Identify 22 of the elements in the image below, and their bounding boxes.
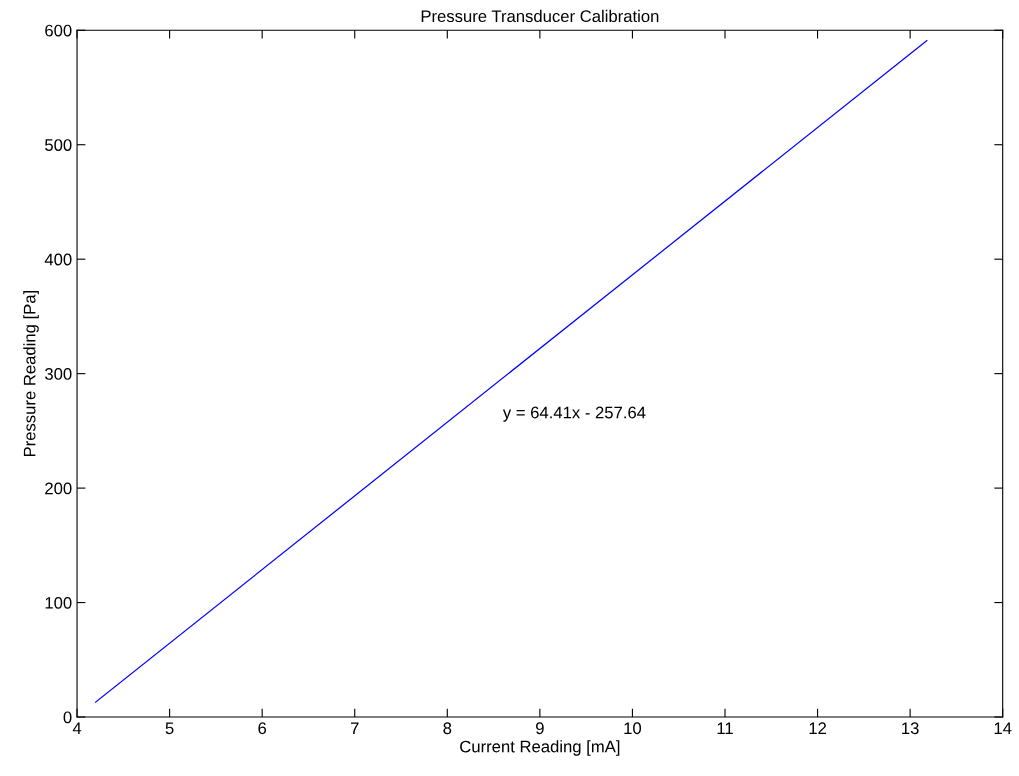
y-axis-title: Pressure Reading [Pa] xyxy=(23,290,39,457)
y-tick-label: 300 xyxy=(45,368,72,380)
y-tick-label: 0 xyxy=(63,711,72,724)
x-axis-title: Current Reading [mA] xyxy=(460,740,620,756)
annotation: y = 64.41x - 257.64 xyxy=(502,406,646,422)
x-tick-label: 9 xyxy=(536,722,544,735)
y-tick-label: 400 xyxy=(44,253,72,266)
y-tick-label: 100 xyxy=(45,596,72,609)
chart-title: Pressure Transducer Calibration xyxy=(421,9,659,23)
x-tick-label: 10 xyxy=(624,722,642,735)
x-tick-label: 6 xyxy=(258,722,267,735)
x-tick-label: 12 xyxy=(809,722,826,734)
x-tick-label: 5 xyxy=(165,722,174,735)
x-tick-label: 4 xyxy=(72,722,82,734)
y-tick-label: 500 xyxy=(45,139,72,151)
x-tick-label: 11 xyxy=(717,722,733,734)
y-tick-label: 600 xyxy=(45,24,72,37)
x-tick-label: 8 xyxy=(443,722,452,735)
x-tick-label: 7 xyxy=(350,722,359,734)
x-tick-label: 13 xyxy=(902,722,919,735)
x-tick-label: 14 xyxy=(994,722,1012,734)
y-tick-label: 200 xyxy=(45,482,72,495)
